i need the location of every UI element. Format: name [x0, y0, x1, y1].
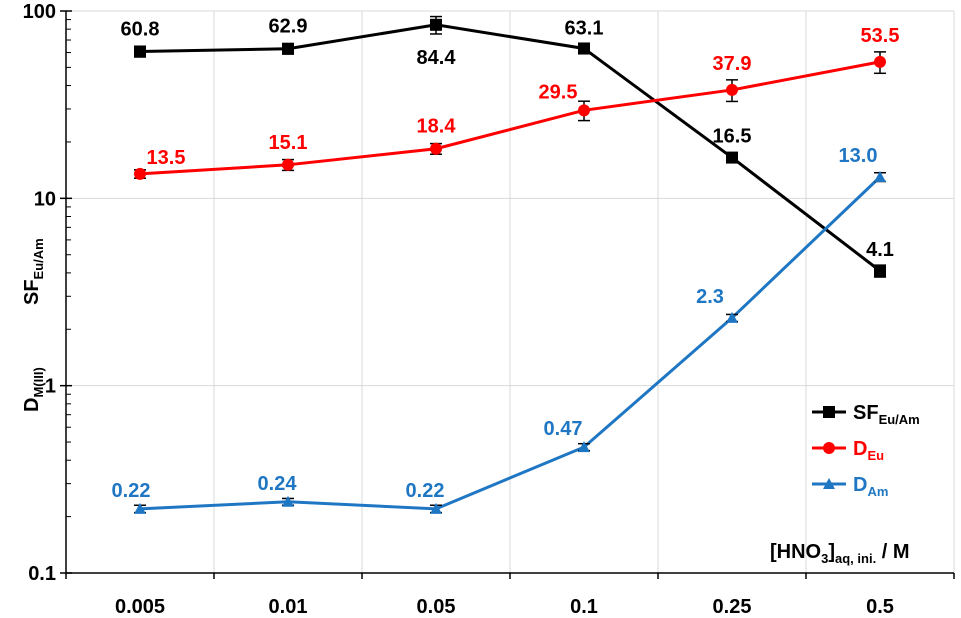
- x-axis-title: [HNO3]aq, ini. / M: [770, 541, 910, 566]
- marker-dam: [578, 441, 590, 453]
- y-tick-label: 100: [23, 1, 56, 23]
- legend: SFEu/Am DEu DAm: [812, 402, 920, 499]
- grid: [66, 10, 955, 574]
- marker-deu: [282, 158, 294, 171]
- data-label-sf: 16.5: [713, 126, 752, 148]
- series: [134, 15, 886, 514]
- data-label-sf: 63.1: [565, 17, 604, 39]
- y-axis-title-sf: SFEu/Am: [21, 238, 46, 305]
- data-label-dam: 0.47: [544, 418, 583, 440]
- data-label-sf: 60.8: [121, 18, 160, 40]
- data-label-dam: 13.0: [839, 145, 878, 167]
- marker-deu: [430, 142, 442, 155]
- legend-label-dam: DAm: [853, 474, 888, 499]
- legend-label-sf: SFEu/Am: [853, 402, 920, 427]
- y-tick-label: 0.1: [28, 563, 56, 585]
- data-label-dam: 0.24: [258, 473, 298, 495]
- data-label-dam: 0.22: [112, 480, 151, 502]
- marker-sf: [874, 264, 886, 277]
- data-label-deu: 18.4: [417, 116, 457, 138]
- y-tick-label: 10: [34, 188, 56, 210]
- legend-entry-sf: SFEu/Am: [812, 402, 920, 427]
- data-label-deu: 53.5: [861, 25, 900, 47]
- marker-dam: [823, 478, 835, 489]
- x-tick-label: 0.1: [570, 596, 598, 618]
- marker-sf: [578, 42, 590, 55]
- marker-deu: [578, 104, 590, 117]
- marker-sf: [430, 18, 442, 31]
- series-line-dam: [139, 175, 882, 511]
- marker-sf: [726, 151, 738, 164]
- axes: [60, 10, 955, 579]
- x-tick-label: 0.5: [866, 596, 894, 618]
- data-label-sf: 4.1: [866, 239, 894, 261]
- series-sf: [134, 15, 886, 278]
- series-line-sf: [139, 23, 881, 273]
- x-tick-label: 0.25: [713, 596, 752, 618]
- data-labels: 60.8 62.9 84.4 63.1 16.5 4.1 13.5 15.1 18.4 29.5 3…: [112, 16, 900, 502]
- marker-sf: [282, 42, 294, 55]
- y-tick-label: 1: [45, 376, 56, 398]
- marker-deu: [874, 55, 886, 68]
- marker-sf: [823, 406, 835, 418]
- marker-dam: [726, 311, 738, 323]
- legend-entry-dam: DAm: [812, 474, 888, 499]
- data-label-deu: 15.1: [269, 132, 308, 154]
- data-label-dam: 0.22: [406, 480, 445, 502]
- x-tick-labels: 0.005 0.01 0.05 0.1 0.25 0.5: [115, 596, 894, 618]
- x-tick-label: 0.01: [269, 596, 308, 618]
- data-label-sf: 62.9: [269, 16, 308, 38]
- marker-sf: [134, 45, 146, 58]
- data-label-deu: 13.5: [147, 147, 186, 169]
- y-tick-labels: 100 10 1 0.1: [23, 1, 56, 585]
- marker-dam: [430, 502, 442, 514]
- legend-label-deu: DEu: [853, 438, 884, 463]
- series-line-deu: [139, 60, 881, 176]
- marker-deu: [134, 167, 146, 180]
- marker-deu: [823, 442, 835, 454]
- legend-entry-deu: DEu: [812, 438, 884, 463]
- marker-deu: [726, 83, 738, 96]
- marker-dam: [134, 502, 146, 514]
- marker-dam: [874, 170, 886, 182]
- y-axis-title-d: DM(III): [21, 367, 46, 412]
- series-deu: [134, 51, 886, 180]
- marker-dam: [282, 495, 294, 507]
- data-label-deu: 37.9: [713, 53, 752, 75]
- x-tick-label: 0.05: [417, 596, 456, 618]
- series-dam: [134, 170, 886, 514]
- data-label-dam: 2.3: [696, 286, 724, 308]
- data-label-deu: 29.5: [539, 81, 578, 103]
- x-tick-label: 0.005: [115, 596, 165, 618]
- data-label-sf: 84.4: [417, 47, 457, 69]
